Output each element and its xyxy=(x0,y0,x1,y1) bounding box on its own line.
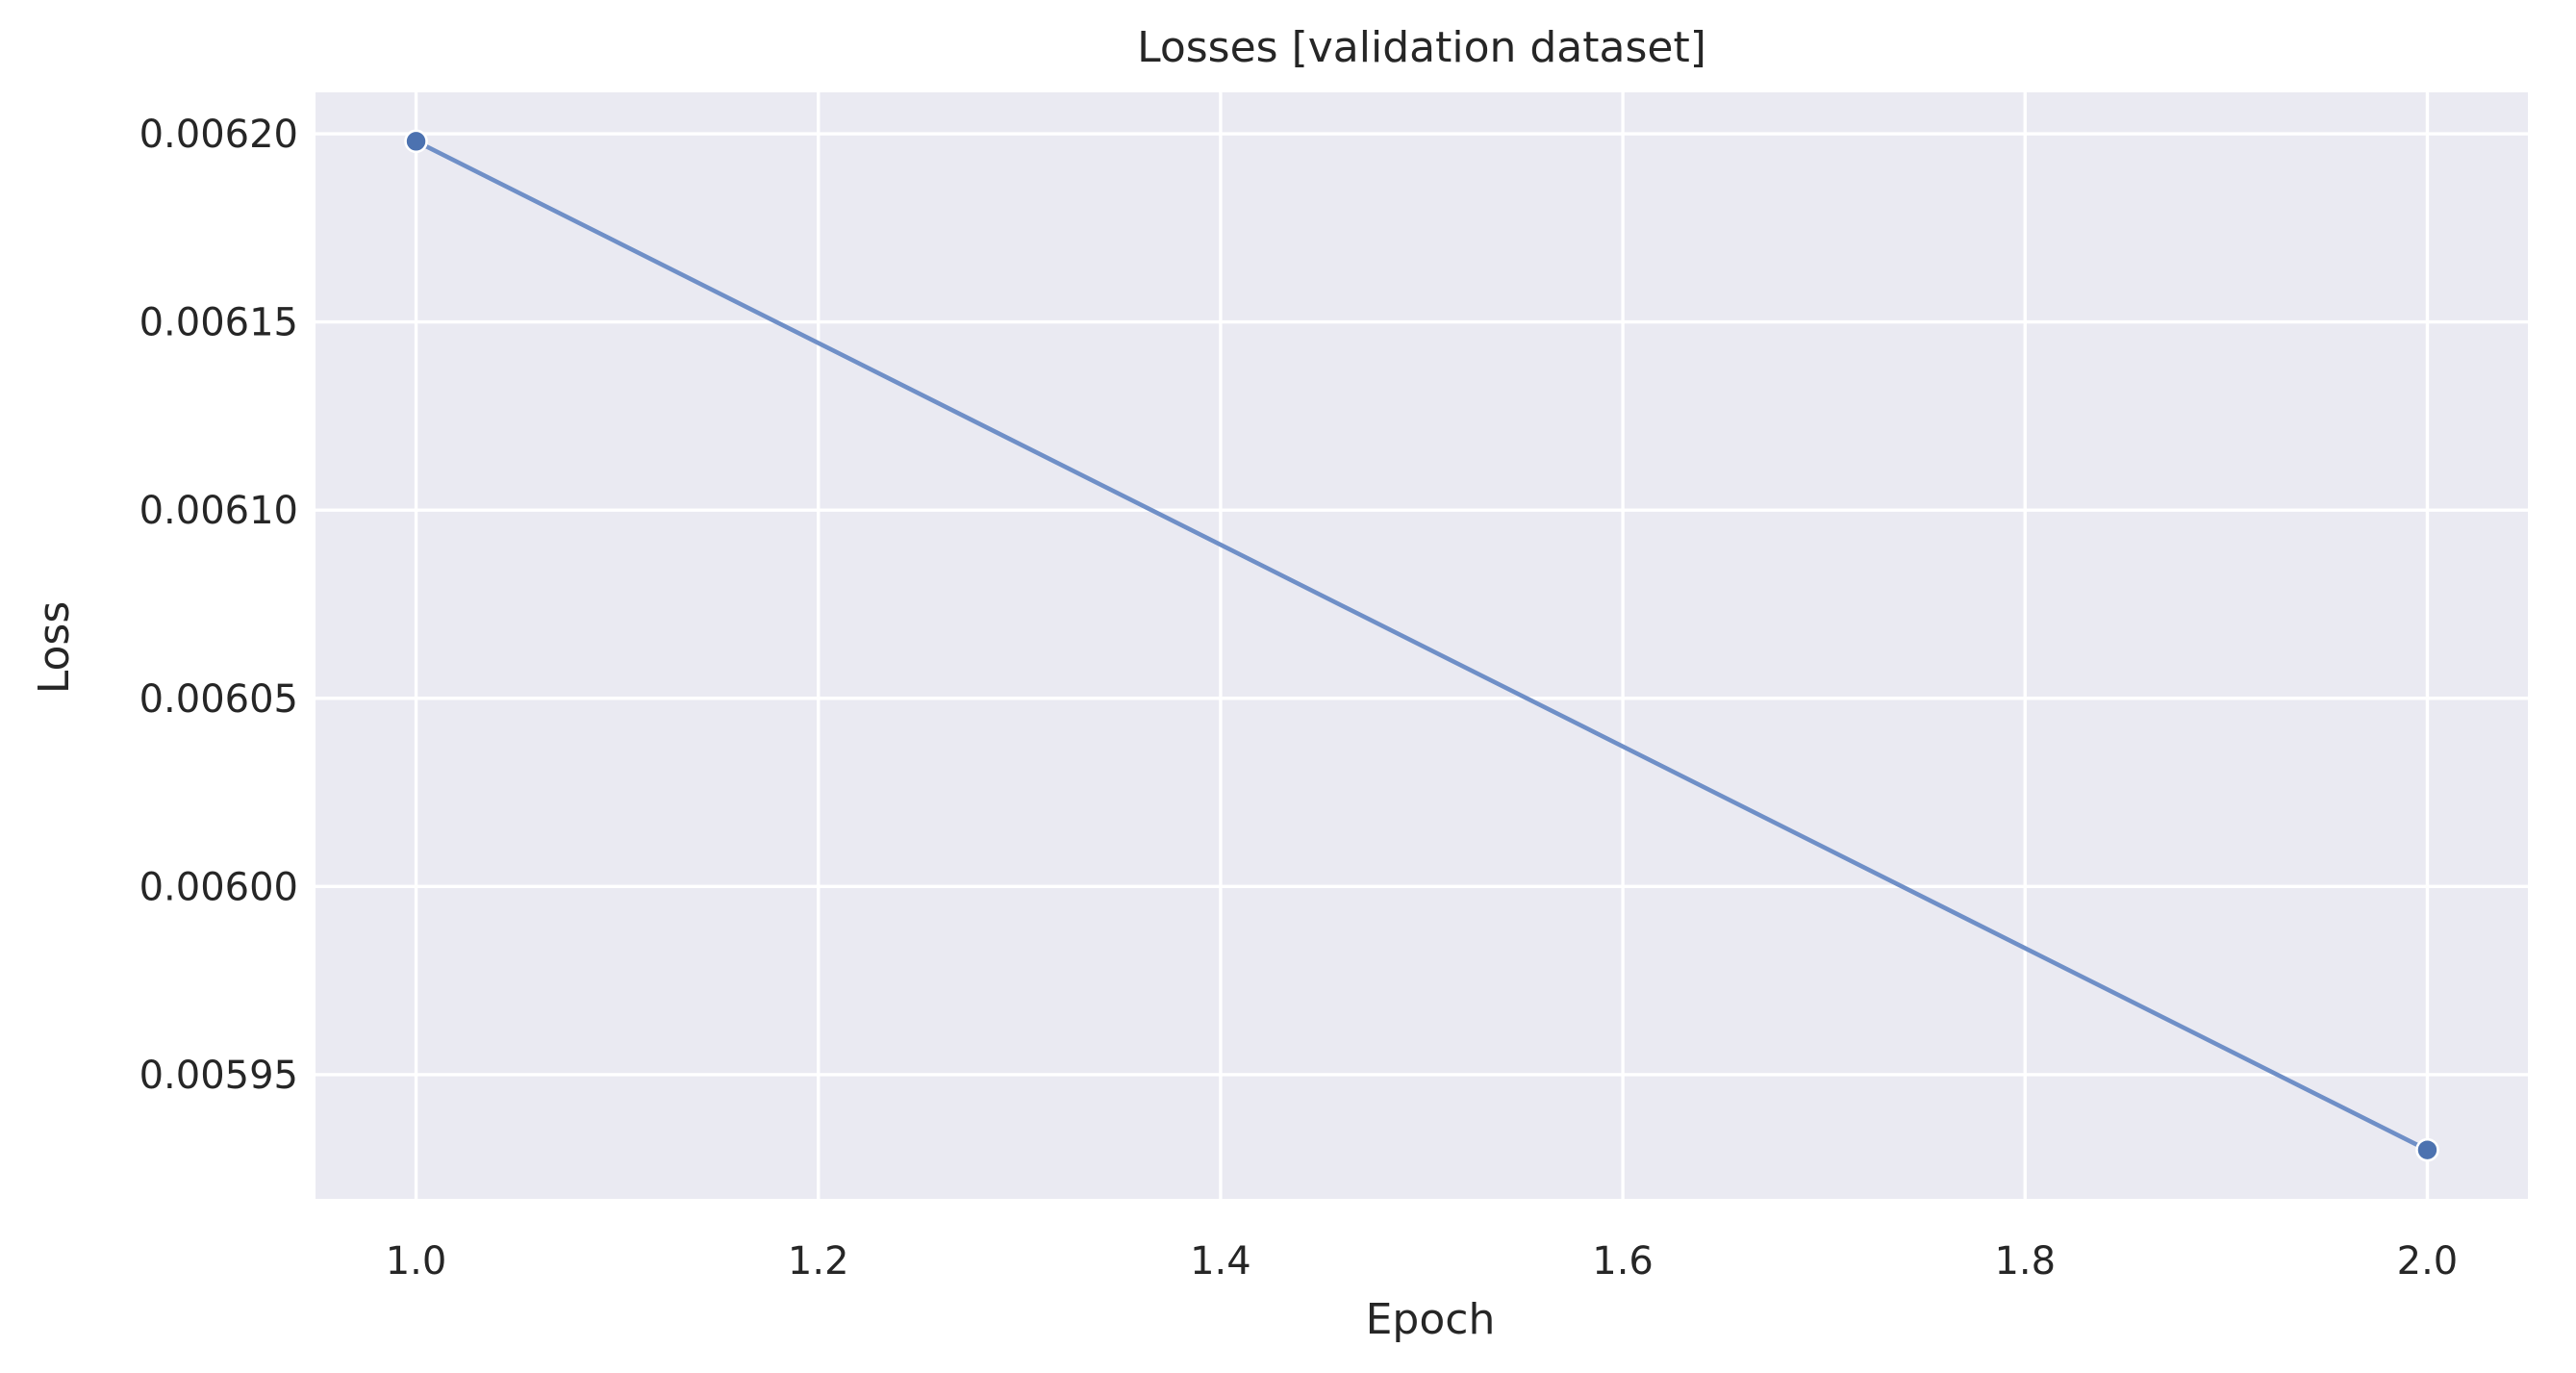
x-tick-label: 1.2 xyxy=(788,1239,849,1284)
chart-title: Losses [validation dataset] xyxy=(1137,23,1706,72)
y-grid-lines xyxy=(316,132,2528,1077)
x-tick-label: 1.4 xyxy=(1190,1239,1251,1284)
y-tick-label: 0.00595 xyxy=(139,1054,298,1098)
series-line xyxy=(414,139,2430,1153)
x-tick-labels: 1.0 1.2 1.4 1.6 1.8 2.0 xyxy=(386,1239,2459,1284)
y-tick-label: 0.00605 xyxy=(139,677,298,722)
y-tick-label: 0.00600 xyxy=(139,865,298,909)
y-axis-label: Loss xyxy=(30,601,79,695)
series-group xyxy=(404,129,2439,1162)
data-point xyxy=(404,129,428,154)
x-tick-label: 1.0 xyxy=(386,1239,447,1284)
y-tick-label: 0.00615 xyxy=(139,301,298,345)
x-grid-lines xyxy=(414,92,2430,1199)
data-point xyxy=(2415,1137,2439,1162)
y-tick-label: 0.00610 xyxy=(139,489,298,533)
y-tick-label: 0.00620 xyxy=(139,113,298,157)
y-tick-labels: 0.00595 0.00600 0.00605 0.00610 0.00615 0.006… xyxy=(139,113,298,1098)
x-axis-label: Epoch xyxy=(1366,1295,1496,1344)
x-tick-label: 1.6 xyxy=(1592,1239,1654,1284)
x-tick-label: 1.8 xyxy=(1994,1239,2056,1284)
x-tick-label: 2.0 xyxy=(2397,1239,2459,1284)
